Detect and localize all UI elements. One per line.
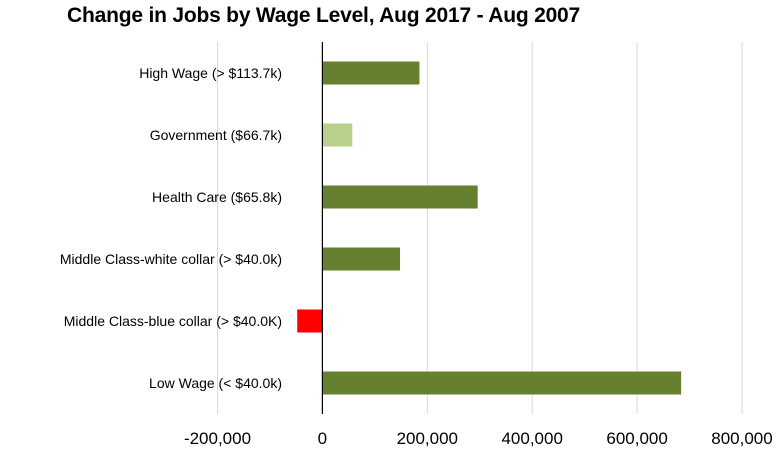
chart-title: Change in Jobs by Wage Level, Aug 2017 -… xyxy=(67,4,581,27)
bar xyxy=(322,123,353,147)
category-label: High Wage (> $113.7k) xyxy=(139,65,282,81)
x-tick-label: 200,000 xyxy=(397,429,458,448)
category-label: Middle Class-white collar (> $40.0k) xyxy=(60,251,282,267)
bar xyxy=(322,247,401,271)
x-tick-label: 800,000 xyxy=(711,429,772,448)
category-label: Government ($66.7k) xyxy=(150,127,282,143)
x-tick-label: 400,000 xyxy=(501,429,562,448)
bar xyxy=(297,309,323,333)
bar xyxy=(322,185,478,209)
x-tick-label: -200,000 xyxy=(184,429,251,448)
category-label: Low Wage (< $40.0k) xyxy=(149,375,282,391)
category-label: Health Care ($65.8k) xyxy=(152,189,282,205)
bar xyxy=(322,61,420,85)
x-tick-label: 600,000 xyxy=(606,429,667,448)
bar xyxy=(322,371,682,395)
category-label: Middle Class-blue collar (> $40.0K) xyxy=(64,313,282,329)
x-tick-label: 0 xyxy=(318,429,327,448)
